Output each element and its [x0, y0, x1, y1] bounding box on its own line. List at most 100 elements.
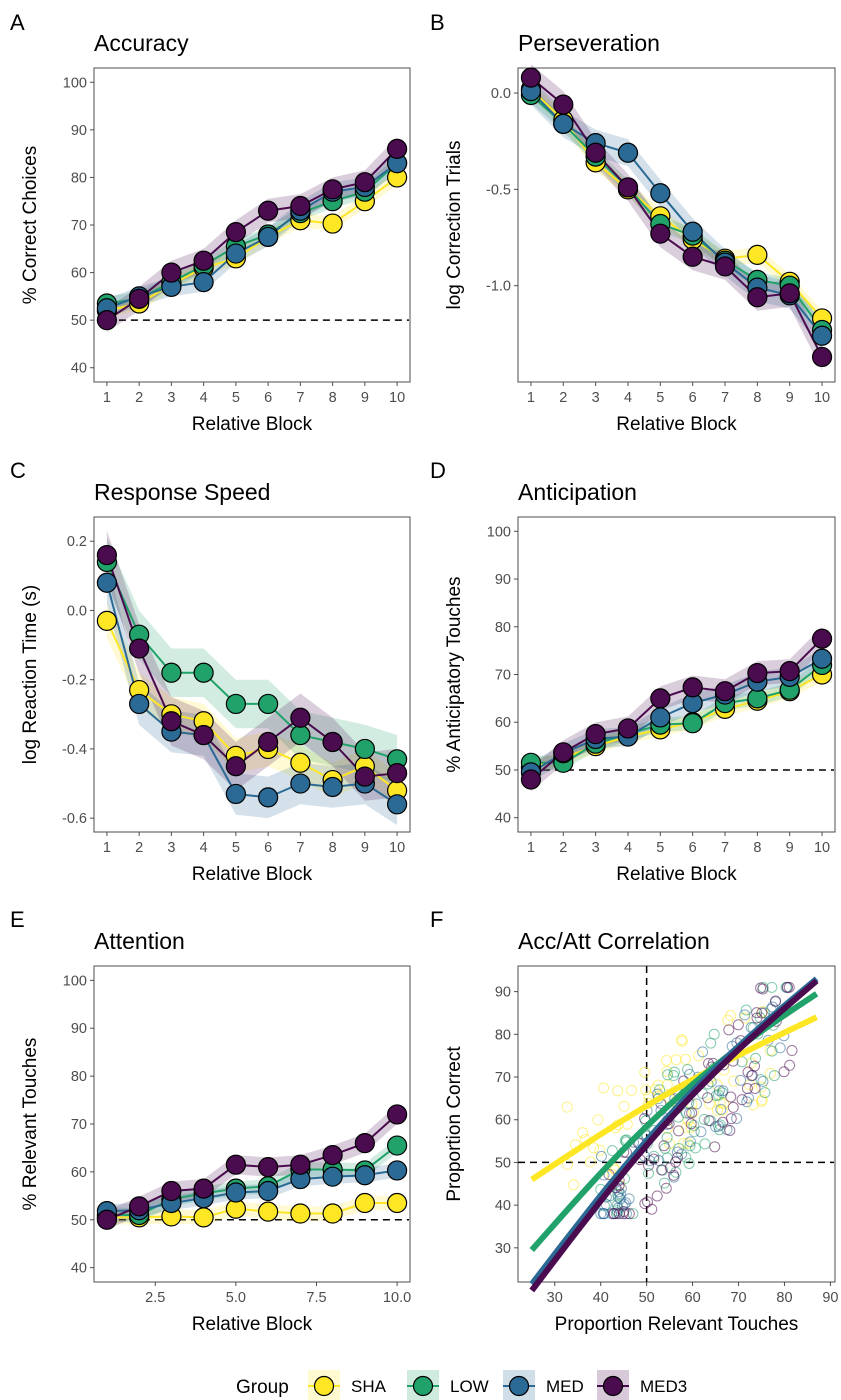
point-med3 — [617, 177, 639, 198]
scatter-point-med3 — [648, 1153, 660, 1165]
point-med3 — [387, 763, 408, 784]
scatter-point-low — [688, 1119, 700, 1131]
point-sha — [747, 244, 768, 265]
scatter-point-med — [684, 1136, 696, 1148]
scatter-point-sha — [728, 1075, 740, 1087]
point-low — [387, 1135, 408, 1156]
line-med3 — [106, 148, 398, 322]
scatter-point-low — [643, 1167, 655, 1179]
y-tick-label: 50 — [71, 313, 87, 329]
x-tick-label: 8 — [753, 390, 761, 406]
scatter-point-sha — [639, 1066, 651, 1078]
point-med3 — [617, 718, 639, 739]
point-med3 — [387, 1104, 408, 1125]
scatter-point-med3 — [727, 1101, 739, 1113]
scatter-point-med — [680, 1107, 692, 1119]
line-med — [105, 582, 398, 806]
point-med3 — [354, 172, 375, 193]
point-med3 — [193, 724, 214, 746]
point-med3 — [322, 179, 343, 200]
scatter-point-med — [697, 1046, 709, 1058]
scatter-point-sha — [704, 1098, 716, 1110]
y-tick-label: 40 — [71, 361, 87, 377]
y-tick-label: 50 — [495, 763, 511, 779]
y-axis-label: Proportion Correct — [444, 1046, 465, 1202]
line-sha — [530, 673, 823, 769]
y-tick-label: 90 — [495, 985, 511, 1001]
scatter-point-sha — [598, 1082, 610, 1094]
x-tick-label: 1 — [527, 390, 535, 406]
x-tick-label: 9 — [361, 840, 369, 856]
x-tick-label: 9 — [361, 390, 369, 406]
scatter-point-med3 — [656, 1164, 668, 1176]
x-tick-label: 10 — [389, 840, 405, 856]
x-tick-label: 9 — [786, 390, 794, 406]
point-med3 — [225, 222, 246, 243]
line-sha — [106, 1202, 398, 1219]
point-med3 — [129, 1196, 150, 1217]
point-med3 — [225, 1154, 246, 1175]
fit-line-sha — [530, 1014, 818, 1183]
y-tick-label: 50 — [495, 1155, 511, 1171]
y-tick-label: 80 — [71, 1069, 87, 1085]
point-low — [161, 662, 182, 683]
y-tick-label: 40 — [495, 811, 511, 827]
x-axis-label: Relative Block — [192, 864, 313, 885]
x-tick-label: 2 — [135, 390, 143, 406]
point-sha — [290, 752, 311, 773]
panel-f: F Acc/Att Correlation 30 40 50 60 70 80 90 30 40 50… — [430, 907, 838, 1335]
point-sha — [258, 1201, 279, 1222]
legend-label-low: LOW — [450, 1377, 489, 1396]
line-med — [106, 1169, 398, 1213]
x-tick-label: 4 — [200, 390, 208, 406]
scatter-point-med3 — [685, 1118, 697, 1130]
y-tick-label: -0.2 — [62, 673, 87, 689]
point-sha — [96, 610, 117, 631]
point-med3 — [682, 246, 703, 267]
scatter-point-sha — [739, 1012, 751, 1024]
scatter-point-med3 — [723, 1024, 735, 1036]
y-tick-label: 0.0 — [491, 86, 511, 102]
point-med3 — [354, 766, 375, 787]
x-tick-label: 7 — [721, 840, 729, 856]
point-med — [553, 113, 574, 134]
scatter-point-med3 — [639, 1198, 651, 1210]
legend-key-point-med3 — [602, 1375, 624, 1397]
scatter-point-sha — [626, 1084, 638, 1096]
point-med3 — [258, 200, 279, 221]
x-tick-label: 10 — [389, 390, 405, 406]
panel-e: E Attention 2.5 5.0 7.5 10.0 40 50 60 70 80 90 100 Re… — [10, 907, 411, 1335]
scatter-point-med3 — [686, 1107, 698, 1119]
scatter-point-low — [683, 1158, 695, 1170]
scatter-point-med3 — [756, 1007, 768, 1019]
x-tick-label: 2 — [135, 840, 143, 856]
scatter-point-low — [699, 1138, 711, 1150]
point-sha — [322, 1203, 343, 1224]
scatter-point-low — [750, 1052, 762, 1064]
y-tick-label: 50 — [71, 1213, 87, 1229]
panel-title: Anticipation — [518, 479, 637, 505]
scatter-point-med3 — [732, 1019, 744, 1031]
band-med — [106, 562, 398, 826]
point-med3 — [96, 544, 117, 566]
scatter-point-med — [715, 1103, 727, 1115]
scatter-point-med3 — [725, 1091, 737, 1103]
scatter-point-med3 — [784, 1059, 796, 1071]
x-tick-label: 6 — [689, 840, 697, 856]
scatter-point-med — [620, 1197, 632, 1209]
scatter-point-low — [682, 1063, 694, 1075]
panel-b: B Perseveration 1 2 3 4 5 6 7 8 9 10 0.0 -0.5 -1.0 Rela… — [430, 10, 836, 435]
point-med — [258, 1180, 279, 1202]
point-med3 — [650, 223, 671, 244]
point-med3 — [193, 250, 214, 271]
scatter-point-med3 — [668, 1169, 680, 1181]
panel-title: Attention — [94, 928, 185, 954]
y-tick-label: 60 — [71, 266, 87, 282]
x-tick-label: 7.5 — [306, 1290, 326, 1306]
point-med3 — [129, 638, 150, 659]
scatter-point-med — [713, 1085, 725, 1097]
x-axis-label: Proportion Relevant Touches — [555, 1314, 799, 1335]
point-med3 — [290, 195, 311, 217]
point-med3 — [650, 688, 671, 709]
point-med — [258, 226, 279, 247]
